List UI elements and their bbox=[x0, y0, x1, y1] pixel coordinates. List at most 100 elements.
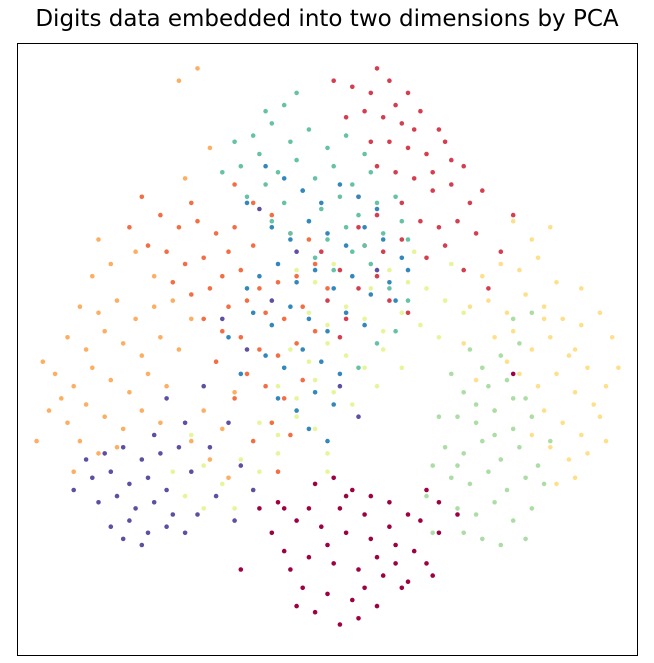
point-2-27 bbox=[294, 341, 299, 346]
point-4-33 bbox=[603, 383, 609, 389]
point-2-6 bbox=[145, 243, 151, 248]
point-5-20 bbox=[275, 383, 281, 389]
point-7-21 bbox=[356, 212, 361, 218]
point-7-5 bbox=[343, 133, 349, 138]
point-1-31 bbox=[374, 273, 380, 279]
point-7-10 bbox=[294, 157, 299, 163]
point-3-48 bbox=[189, 438, 194, 444]
point-8-3 bbox=[337, 182, 343, 187]
point-2-20 bbox=[281, 316, 287, 322]
point-6-17 bbox=[473, 512, 479, 517]
point-5-48 bbox=[170, 469, 176, 475]
point-5-32 bbox=[220, 481, 225, 487]
point-5-41 bbox=[461, 310, 467, 316]
point-3-24 bbox=[139, 408, 145, 413]
point-9-28 bbox=[71, 487, 76, 493]
point-8-46 bbox=[244, 200, 250, 206]
point-0-13 bbox=[306, 554, 312, 560]
point-5-15 bbox=[306, 359, 312, 365]
point-7-11 bbox=[312, 176, 318, 181]
point-5-46 bbox=[325, 469, 330, 475]
point-6-37 bbox=[430, 530, 436, 536]
point-4-20 bbox=[554, 371, 559, 377]
point-4-18 bbox=[517, 371, 522, 377]
point-7-35 bbox=[387, 286, 392, 291]
point-7-17 bbox=[281, 200, 287, 206]
point-4-25 bbox=[579, 432, 584, 438]
point-7-31 bbox=[312, 255, 318, 261]
point-3-27 bbox=[96, 451, 101, 456]
point-8-2 bbox=[319, 200, 324, 206]
point-0-14 bbox=[331, 561, 337, 566]
point-5-45 bbox=[325, 451, 330, 456]
point-8-45 bbox=[263, 163, 268, 169]
point-7-36 bbox=[405, 298, 411, 303]
point-3-33 bbox=[170, 298, 176, 303]
point-1-36 bbox=[498, 249, 504, 254]
point-8-6 bbox=[269, 225, 275, 230]
point-1-32 bbox=[325, 298, 330, 303]
point-3-44 bbox=[176, 78, 182, 83]
point-9-18 bbox=[189, 469, 194, 475]
point-3-34 bbox=[189, 316, 194, 322]
point-5-26 bbox=[275, 432, 281, 438]
point-5-0 bbox=[294, 267, 299, 273]
point-1-15 bbox=[374, 163, 380, 169]
point-4-21 bbox=[572, 390, 578, 395]
point-9-35 bbox=[257, 206, 262, 212]
point-9-22 bbox=[164, 396, 169, 401]
point-2-19 bbox=[263, 310, 268, 316]
point-7-44 bbox=[393, 194, 398, 200]
point-0-38 bbox=[306, 506, 312, 511]
point-6-21 bbox=[461, 530, 467, 536]
point-5-19 bbox=[380, 347, 386, 352]
point-7-15 bbox=[244, 194, 250, 200]
point-9-9 bbox=[96, 500, 101, 505]
point-8-36 bbox=[331, 402, 337, 407]
point-4-39 bbox=[579, 286, 584, 291]
point-6-3 bbox=[510, 426, 516, 432]
point-2-31 bbox=[281, 396, 287, 401]
point-9-6 bbox=[127, 481, 132, 487]
point-2-10 bbox=[220, 273, 225, 279]
point-5-13 bbox=[418, 322, 423, 328]
point-4-2 bbox=[517, 267, 522, 273]
point-6-40 bbox=[498, 542, 504, 548]
point-9-37 bbox=[356, 414, 361, 420]
point-5-42 bbox=[436, 335, 442, 340]
point-4-45 bbox=[529, 432, 535, 438]
point-7-3 bbox=[306, 127, 312, 132]
point-2-3 bbox=[213, 231, 219, 236]
point-5-35 bbox=[201, 506, 206, 511]
point-4-0 bbox=[480, 273, 485, 279]
point-9-20 bbox=[226, 420, 231, 426]
point-3-39 bbox=[40, 359, 46, 365]
point-7-33 bbox=[350, 249, 355, 254]
point-3-8 bbox=[120, 341, 126, 346]
point-1-50 bbox=[368, 139, 374, 145]
point-9-26 bbox=[213, 493, 219, 499]
point-0-8 bbox=[343, 530, 349, 536]
point-7-23 bbox=[269, 218, 275, 224]
point-3-46 bbox=[96, 237, 101, 242]
point-6-26 bbox=[504, 377, 510, 383]
point-4-15 bbox=[548, 335, 553, 340]
point-8-18 bbox=[350, 273, 355, 279]
point-8-31 bbox=[319, 359, 324, 365]
point-9-16 bbox=[145, 530, 151, 536]
point-0-7 bbox=[319, 524, 324, 529]
point-2-0 bbox=[158, 212, 163, 218]
point-6-13 bbox=[486, 469, 491, 475]
point-2-22 bbox=[201, 316, 206, 322]
point-6-0 bbox=[455, 414, 460, 420]
point-1-16 bbox=[393, 170, 398, 175]
point-3-26 bbox=[77, 438, 83, 444]
point-7-0 bbox=[250, 133, 256, 138]
point-8-4 bbox=[356, 194, 361, 200]
point-0-22 bbox=[399, 585, 405, 591]
point-1-28 bbox=[399, 237, 405, 242]
point-3-4 bbox=[151, 304, 157, 310]
point-2-48 bbox=[232, 396, 237, 401]
point-0-1 bbox=[331, 475, 337, 481]
